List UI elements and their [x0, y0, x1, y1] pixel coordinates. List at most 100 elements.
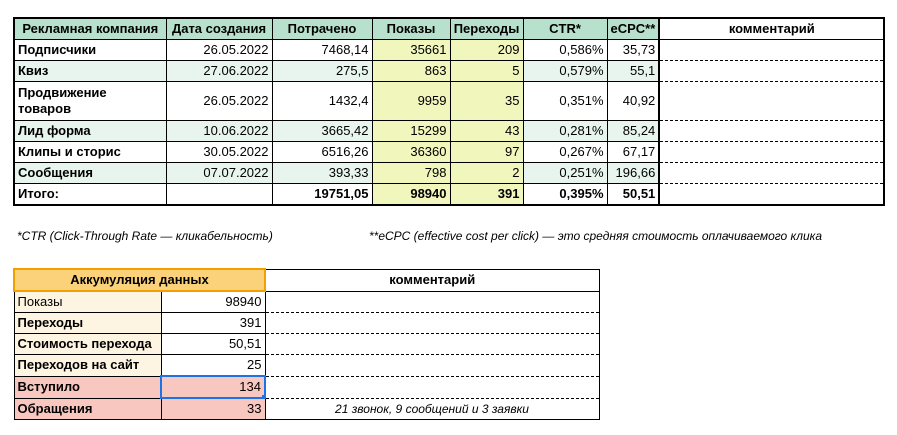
metric-label[interactable]: Вступило	[14, 376, 162, 399]
cell-ecpc[interactable]: 67,17	[607, 141, 661, 163]
table-row: Переходы 391	[14, 312, 599, 334]
cell-ecpc[interactable]: 196,66	[607, 162, 661, 184]
cell-ecpc[interactable]: 85,24	[607, 120, 661, 142]
cell-spent[interactable]: 393,33	[272, 162, 373, 184]
cell-clicks[interactable]: 2	[450, 162, 524, 184]
cell-campaign[interactable]: Квиз	[14, 60, 167, 82]
metric-label[interactable]: Показы	[14, 291, 162, 313]
metric-value[interactable]: 50,51	[161, 333, 266, 355]
header-ctr[interactable]: CTR*	[523, 18, 608, 40]
header-spent[interactable]: Потрачено	[272, 18, 373, 40]
cell-clicks[interactable]: 97	[450, 141, 524, 163]
cell-comment[interactable]	[659, 39, 885, 61]
cell-spent[interactable]: 7468,14	[272, 39, 373, 61]
cell-spent[interactable]: 1432,4	[272, 81, 373, 121]
ecpc-footnote: **eCPC (effective cost per click) — это …	[369, 229, 822, 243]
cell-ctr[interactable]: 0,281%	[523, 120, 608, 142]
total-label[interactable]: Итого:	[14, 183, 167, 205]
header-campaign[interactable]: Рекламная компания	[14, 18, 167, 40]
metric-comment[interactable]: 21 звонок, 9 сообщений и 3 заявки	[335, 401, 529, 416]
header-clicks[interactable]: Переходы	[450, 18, 524, 40]
cell-comment[interactable]	[659, 81, 885, 121]
table-row: Лид форма 10.06.2022 3665,42 15299 43 0,…	[14, 120, 885, 142]
cell-impressions[interactable]: 35661	[372, 39, 451, 61]
cell-comment[interactable]	[659, 141, 885, 163]
table-row: Обращения 33 21 звонок, 9 сообщений и 3 …	[14, 398, 599, 420]
cell-campaign[interactable]: Сообщения	[14, 162, 167, 184]
cell-campaign[interactable]: Клипы и сторис	[14, 141, 167, 163]
cell-comment[interactable]	[659, 60, 885, 82]
metric-comment[interactable]	[265, 291, 599, 313]
header-ecpc[interactable]: eCPC**	[607, 18, 661, 40]
cell-clicks[interactable]: 5	[450, 60, 524, 82]
accumulation-header[interactable]: Аккумуляция данных	[13, 268, 266, 292]
metric-value[interactable]: 391	[161, 312, 266, 334]
total-clicks[interactable]: 391	[450, 183, 524, 205]
cell-spent[interactable]: 3665,42	[272, 120, 373, 142]
cell-comment[interactable]	[659, 162, 885, 184]
metric-comment[interactable]	[265, 376, 599, 399]
table-row: Переходов на сайт 25	[14, 354, 599, 377]
cell-clicks[interactable]: 35	[450, 81, 524, 121]
table-row: Клипы и сторис 30.05.2022 6516,26 36360 …	[14, 141, 885, 163]
cell-ctr[interactable]: 0,579%	[523, 60, 608, 82]
cell-date[interactable]: 26.05.2022	[166, 81, 273, 121]
metric-comment[interactable]	[265, 312, 599, 334]
metric-label[interactable]: Переходы	[14, 312, 162, 334]
cell-impressions[interactable]: 863	[372, 60, 451, 82]
cell-ctr[interactable]: 0,586%	[523, 39, 608, 61]
cell-ctr[interactable]: 0,251%	[523, 162, 608, 184]
table-row: Подписчики 26.05.2022 7468,14 35661 209 …	[14, 39, 885, 61]
total-ctr[interactable]: 0,395%	[523, 183, 608, 205]
metric-value[interactable]: 33	[161, 398, 266, 420]
cell-date[interactable]: 27.06.2022	[166, 60, 273, 82]
metric-label[interactable]: Переходов на сайт	[14, 354, 162, 377]
accumulation-comment-header[interactable]: комментарий	[265, 269, 600, 292]
cell-impressions[interactable]: 9959	[372, 81, 451, 121]
metric-label[interactable]: Обращения	[14, 398, 162, 420]
table-row: Квиз 27.06.2022 275,5 863 5 0,579% 55,1	[14, 60, 885, 82]
cell-date[interactable]: 30.05.2022	[166, 141, 273, 163]
metric-value[interactable]: 98940	[161, 291, 266, 313]
cell-ecpc[interactable]: 55,1	[607, 60, 661, 82]
accumulation-header-row: Аккумуляция данных комментарий	[13, 268, 600, 292]
metric-value[interactable]: 25	[161, 354, 266, 377]
cell-comment[interactable]	[659, 120, 885, 142]
cell-date[interactable]: 10.06.2022	[166, 120, 273, 142]
table-row: Сообщения 07.07.2022 393,33 798 2 0,251%…	[14, 162, 885, 184]
table-row: Продвижение товаров 26.05.2022 1432,4 99…	[14, 81, 885, 121]
cell-ctr[interactable]: 0,351%	[523, 81, 608, 121]
metric-value-selected[interactable]: 134	[160, 375, 266, 399]
total-spent[interactable]: 19751,05	[272, 183, 373, 205]
cell-ctr[interactable]: 0,267%	[523, 141, 608, 163]
cell-spent[interactable]: 6516,26	[272, 141, 373, 163]
cell-campaign[interactable]: Продвижение товаров	[14, 81, 167, 121]
cell-ecpc[interactable]: 35,73	[607, 39, 661, 61]
cell-impressions[interactable]: 15299	[372, 120, 451, 142]
table-row: Вступило 134	[14, 375, 599, 399]
header-impressions[interactable]: Показы	[372, 18, 451, 40]
header-date[interactable]: Дата создания	[166, 18, 273, 40]
campaign-table: Рекламная компания Дата создания Потраче…	[13, 17, 886, 206]
table-row: Стоимость перехода 50,51	[14, 333, 599, 355]
cell-date[interactable]: 26.05.2022	[166, 39, 273, 61]
cell-date[interactable]: 07.07.2022	[166, 162, 273, 184]
cell-impressions[interactable]: 798	[372, 162, 451, 184]
header-comment[interactable]: комментарий	[659, 18, 885, 40]
total-ecpc[interactable]: 50,51	[607, 183, 661, 205]
total-impressions[interactable]: 98940	[372, 183, 451, 205]
metric-label[interactable]: Стоимость перехода	[14, 333, 162, 355]
cell-ecpc[interactable]: 40,92	[607, 81, 661, 121]
cell-clicks[interactable]: 209	[450, 39, 524, 61]
total-date[interactable]	[166, 183, 273, 205]
cell-clicks[interactable]: 43	[450, 120, 524, 142]
total-comment[interactable]	[659, 184, 884, 206]
cell-impressions[interactable]: 36360	[372, 141, 451, 163]
metric-comment[interactable]	[265, 333, 599, 355]
cell-campaign[interactable]: Подписчики	[14, 39, 167, 61]
table-header-row: Рекламная компания Дата создания Потраче…	[14, 18, 885, 40]
metric-comment[interactable]	[265, 354, 599, 377]
total-row: Итого: 19751,05 98940 391 0,395% 50,51	[14, 183, 884, 206]
cell-campaign[interactable]: Лид форма	[14, 120, 167, 142]
cell-spent[interactable]: 275,5	[272, 60, 373, 82]
